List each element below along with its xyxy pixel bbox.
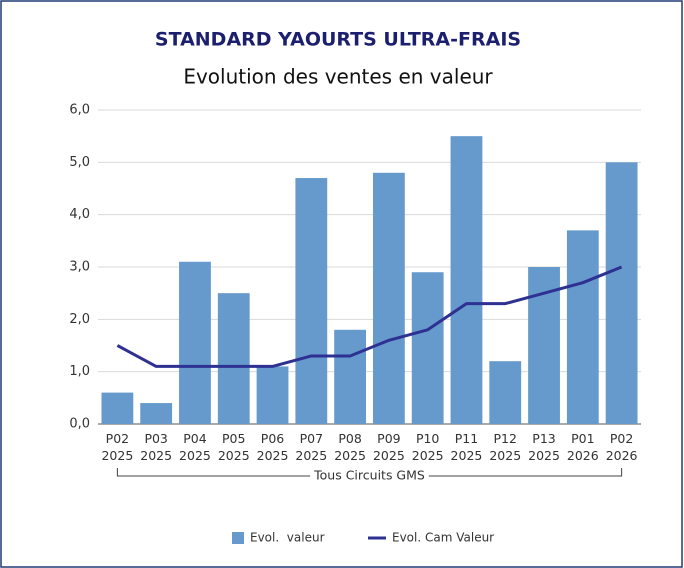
bar	[334, 329, 367, 424]
x-tick-label: P07 2025	[295, 431, 328, 463]
chart-subtitle: Evolution des ventes en valeur	[183, 65, 493, 89]
legend-label: Evol. valeur	[250, 531, 325, 545]
x-tick-label: P08 2025	[334, 431, 366, 463]
bar	[372, 172, 405, 424]
x-tick-label: P05 2025	[217, 431, 250, 463]
y-tick-label: 3,0	[69, 260, 90, 275]
x-tick-label: P13 2025	[528, 431, 560, 463]
bar	[140, 403, 173, 424]
bar	[605, 162, 638, 425]
line	[116, 265, 623, 368]
bar	[411, 272, 444, 424]
y-tick-label: 6,0	[69, 103, 90, 118]
x-tick-label: P11 2025	[450, 431, 483, 463]
bar	[256, 366, 289, 424]
y-tick-label: 4,0	[69, 207, 90, 222]
legend-swatch	[232, 532, 244, 544]
x-tick-label: P04 2025	[179, 431, 211, 463]
chart-title: STANDARD YAOURTS ULTRA-FRAIS	[155, 29, 521, 51]
y-tick-label: 5,0	[69, 155, 90, 170]
x-tick-label: P01 2026	[566, 431, 599, 463]
group-bracket	[116, 468, 623, 477]
y-tick-label: 2,0	[69, 312, 90, 327]
group-label: Tous Circuits GMS	[313, 468, 425, 483]
x-tick-label: P09 2025	[372, 431, 405, 463]
bar	[489, 361, 522, 424]
bar	[566, 230, 599, 424]
x-tick-label: P06 2025	[256, 431, 289, 463]
bar	[217, 293, 250, 424]
x-tick-label: P12 2025	[489, 431, 522, 463]
y-tick-label: 0,0	[69, 417, 90, 432]
y-tick-label: 1,0	[69, 364, 90, 379]
x-tick-label: P03 2025	[140, 431, 173, 463]
legend-label: Evol. Cam Valeur	[392, 531, 494, 545]
bar	[450, 136, 483, 424]
x-tick-label: P10 2025	[411, 431, 444, 463]
bar	[101, 392, 134, 424]
x-tick-label: P02 2026	[605, 431, 638, 463]
x-tick-label: P02 2025	[101, 431, 134, 463]
bar	[295, 178, 328, 424]
bar	[179, 261, 211, 424]
